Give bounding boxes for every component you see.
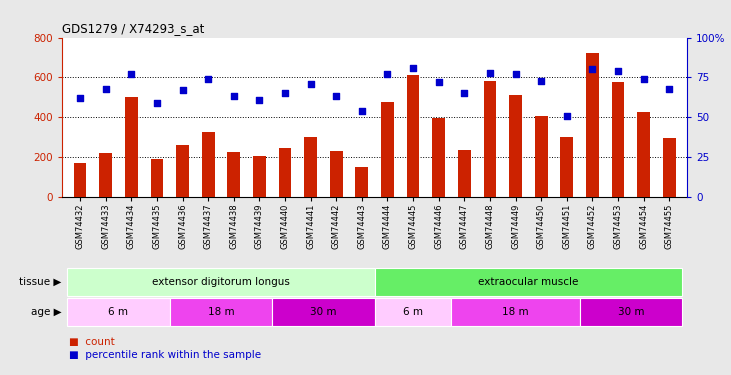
Bar [483, 81, 496, 197]
Bar [355, 167, 368, 197]
Bar [253, 156, 266, 197]
Point [433, 79, 444, 85]
Text: extensor digitorum longus: extensor digitorum longus [152, 277, 290, 287]
Text: 18 m: 18 m [502, 307, 529, 317]
Bar [272, 298, 375, 326]
Text: 6 m: 6 m [108, 307, 129, 317]
Bar [406, 75, 420, 197]
Bar [125, 97, 137, 197]
Text: ■  count: ■ count [69, 337, 115, 347]
Text: GDS1279 / X74293_s_at: GDS1279 / X74293_s_at [62, 22, 205, 35]
Point [458, 90, 470, 96]
Bar [432, 118, 445, 197]
Bar [304, 137, 317, 197]
Bar [561, 137, 573, 197]
Point [535, 78, 547, 84]
Point [254, 97, 265, 103]
Bar [637, 112, 650, 197]
Point [586, 66, 598, 72]
Point [228, 93, 240, 99]
Bar [381, 102, 394, 197]
Point [177, 87, 189, 93]
Point [330, 93, 342, 99]
Point [637, 76, 649, 82]
Bar [330, 151, 343, 197]
Bar [151, 159, 163, 197]
Bar [509, 95, 522, 197]
Bar [586, 54, 599, 197]
Bar [74, 163, 86, 197]
Text: 18 m: 18 m [208, 307, 234, 317]
Point [561, 112, 572, 118]
Bar [375, 268, 682, 296]
Bar [176, 145, 189, 197]
Point [100, 86, 112, 92]
Bar [535, 116, 548, 197]
Point [612, 68, 624, 74]
Text: 30 m: 30 m [618, 307, 644, 317]
Bar [375, 298, 452, 326]
Bar [170, 298, 272, 326]
Point [126, 71, 137, 77]
Text: tissue ▶: tissue ▶ [19, 277, 61, 287]
Bar [99, 153, 112, 197]
Text: age ▶: age ▶ [31, 307, 61, 317]
Bar [67, 268, 375, 296]
Bar [279, 148, 292, 197]
Bar [227, 152, 240, 197]
Point [279, 90, 291, 96]
Point [407, 65, 419, 71]
Point [510, 71, 521, 77]
Point [202, 76, 214, 82]
Point [151, 100, 163, 106]
Text: ■  percentile rank within the sample: ■ percentile rank within the sample [69, 350, 262, 360]
Bar [452, 298, 580, 326]
Bar [663, 138, 675, 197]
Bar [580, 298, 682, 326]
Point [75, 95, 86, 101]
Bar [612, 82, 624, 197]
Text: 30 m: 30 m [310, 307, 337, 317]
Point [382, 71, 393, 77]
Point [484, 70, 496, 76]
Bar [458, 150, 471, 197]
Text: 6 m: 6 m [403, 307, 423, 317]
Bar [202, 132, 214, 197]
Point [356, 108, 368, 114]
Bar [67, 298, 170, 326]
Point [663, 86, 675, 92]
Point [305, 81, 317, 87]
Text: extraocular muscle: extraocular muscle [478, 277, 578, 287]
